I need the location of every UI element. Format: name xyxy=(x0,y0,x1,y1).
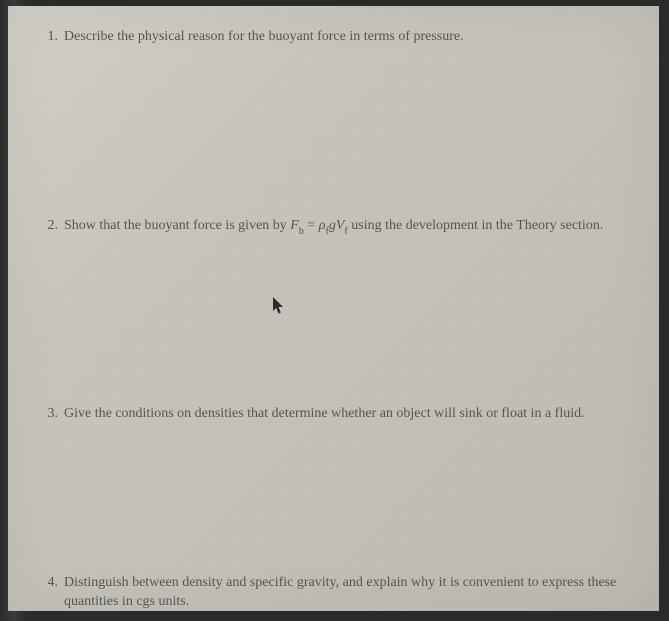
monitor-bezel: 1. Describe the physical reason for the … xyxy=(0,0,669,621)
question-4: 4. Distinguish between density and speci… xyxy=(38,574,625,612)
question-1-text: Describe the physical reason for the buo… xyxy=(64,28,625,47)
q2-rho: ρ xyxy=(319,218,326,233)
q2-sub-f2: f xyxy=(344,226,347,237)
q2-g: g xyxy=(329,218,336,233)
q2-formula: Fb = ρfgVf xyxy=(290,218,347,233)
question-2-text: Show that the buoyant force is given by … xyxy=(64,217,625,237)
question-3: 3. Give the conditions on densities that… xyxy=(38,405,625,424)
q2-sub-b: b xyxy=(299,226,304,237)
question-1-number: 1. xyxy=(38,28,58,47)
mouse-cursor-icon xyxy=(272,296,286,316)
question-2: 2. Show that the buoyant force is given … xyxy=(38,217,625,237)
question-3-number: 3. xyxy=(38,405,58,424)
document-page: 1. Describe the physical reason for the … xyxy=(8,6,659,611)
q2-F: F xyxy=(290,218,299,233)
q2-eq: = xyxy=(304,218,319,233)
question-4-number: 4. xyxy=(38,574,58,593)
question-4-text: Distinguish between density and specific… xyxy=(64,574,625,612)
question-3-text: Give the conditions on densities that de… xyxy=(64,405,625,424)
q2-sub-f1: f xyxy=(326,226,329,237)
question-2-number: 2. xyxy=(38,217,58,236)
paper-grain-overlay xyxy=(8,6,659,611)
q2-prefix: Show that the buoyant force is given by xyxy=(64,218,290,233)
question-1: 1. Describe the physical reason for the … xyxy=(38,28,625,47)
q2-suffix: using the development in the Theory sect… xyxy=(348,218,604,233)
